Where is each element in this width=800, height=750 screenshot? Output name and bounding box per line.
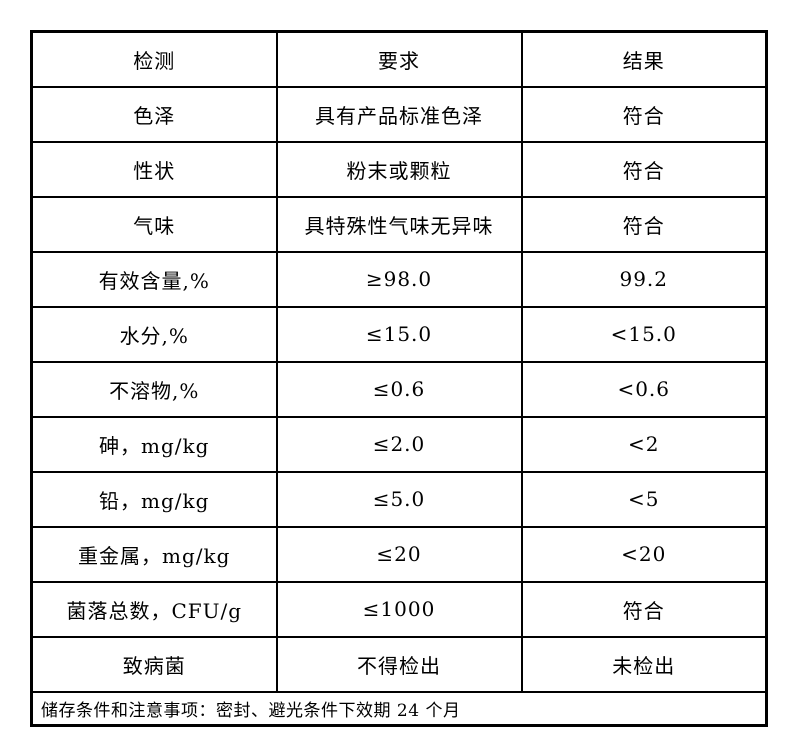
- requirement-cell: ≤0.6: [275, 360, 523, 418]
- table-row: 有效含量,% ≥98.0 99.2: [30, 250, 768, 308]
- table-row: 水分,% ≤15.0 <15.0: [30, 305, 768, 363]
- requirement-cell: ≤2.0: [275, 415, 523, 473]
- header-requirement: 要求: [275, 30, 523, 88]
- header-result: 结果: [520, 30, 768, 88]
- requirement-cell: ≥98.0: [275, 250, 523, 308]
- test-item-cell: 重金属，mg/kg: [30, 525, 278, 583]
- test-item-cell: 气味: [30, 195, 278, 253]
- table-row: 菌落总数，CFU/g ≤1000 符合: [30, 580, 768, 638]
- test-item-cell: 致病菌: [30, 635, 278, 693]
- result-cell: <2: [520, 415, 768, 473]
- test-item-cell: 性状: [30, 140, 278, 198]
- storage-note: 储存条件和注意事项：密封、避光条件下效期 24 个月: [30, 690, 768, 727]
- requirement-cell: 不得检出: [275, 635, 523, 693]
- test-item-cell: 水分,%: [30, 305, 278, 363]
- table-row: 致病菌 不得检出 未检出: [30, 635, 768, 693]
- header-row: 检测 要求 结果: [30, 30, 768, 88]
- requirement-cell: ≤15.0: [275, 305, 523, 363]
- test-item-cell: 菌落总数，CFU/g: [30, 580, 278, 638]
- requirement-cell: 具有产品标准色泽: [275, 85, 523, 143]
- result-cell: 符合: [520, 140, 768, 198]
- requirement-cell: ≤5.0: [275, 470, 523, 528]
- requirement-cell: ≤20: [275, 525, 523, 583]
- requirement-cell: 具特殊性气味无异味: [275, 195, 523, 253]
- result-cell: <15.0: [520, 305, 768, 363]
- test-item-cell: 铅，mg/kg: [30, 470, 278, 528]
- table-row: 不溶物,% ≤0.6 <0.6: [30, 360, 768, 418]
- test-item-cell: 砷，mg/kg: [30, 415, 278, 473]
- test-item-cell: 色泽: [30, 85, 278, 143]
- result-cell: <20: [520, 525, 768, 583]
- table-row: 气味 具特殊性气味无异味 符合: [30, 195, 768, 253]
- table-row: 色泽 具有产品标准色泽 符合: [30, 85, 768, 143]
- result-cell: 符合: [520, 195, 768, 253]
- result-cell: 99.2: [520, 250, 768, 308]
- table-row: 砷，mg/kg ≤2.0 <2: [30, 415, 768, 473]
- requirement-cell: ≤1000: [275, 580, 523, 638]
- result-cell: 符合: [520, 85, 768, 143]
- result-cell: 符合: [520, 580, 768, 638]
- header-test: 检测: [30, 30, 278, 88]
- table-body: 色泽 具有产品标准色泽 符合 性状 粉末或颗粒 符合 气味 具特殊性气味无异味 符合 有效含量,%…: [30, 85, 768, 693]
- test-item-cell: 不溶物,%: [30, 360, 278, 418]
- test-item-cell: 有效含量,%: [30, 250, 278, 308]
- result-cell: <5: [520, 470, 768, 528]
- table-row: 铅，mg/kg ≤5.0 <5: [30, 470, 768, 528]
- requirement-cell: 粉末或颗粒: [275, 140, 523, 198]
- footer-row: 储存条件和注意事项：密封、避光条件下效期 24 个月: [30, 690, 768, 727]
- inspection-table: 检测 要求 结果 色泽 具有产品标准色泽 符合 性状 粉末或颗粒 符合 气味 具特殊性气味无异…: [30, 30, 768, 727]
- result-cell: <0.6: [520, 360, 768, 418]
- table-row: 重金属，mg/kg ≤20 <20: [30, 525, 768, 583]
- result-cell: 未检出: [520, 635, 768, 693]
- table-row: 性状 粉末或颗粒 符合: [30, 140, 768, 198]
